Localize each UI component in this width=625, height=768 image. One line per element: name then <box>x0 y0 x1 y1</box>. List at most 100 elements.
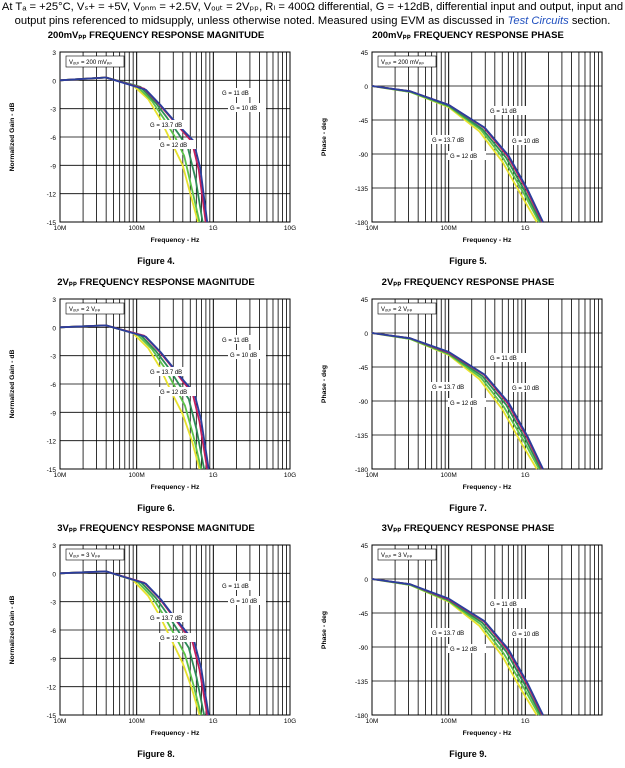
x-tick-label: 1G <box>209 718 218 725</box>
annotation-label: G = 10 dB <box>230 599 257 605</box>
y-tick-label: 45 <box>361 297 369 304</box>
series-line <box>59 76 201 223</box>
annotation-label: G = 12 dB <box>160 143 187 149</box>
annotation-bg <box>148 367 186 376</box>
legend-box <box>377 548 437 561</box>
x-tick-label: 10M <box>54 472 67 479</box>
figure-caption: Figure 8. <box>137 749 175 759</box>
annotation-label: G = 11 dB <box>222 338 249 344</box>
y-tick-label: -15 <box>47 467 57 474</box>
y-tick-label: -90 <box>359 152 369 159</box>
y-tick-label: -9 <box>50 656 56 663</box>
y-tick-label: -180 <box>355 220 368 227</box>
conditions-text: At Tₐ = +25°C, Vₛ+ = +5V, Vₒₙₘ = +2.5V, … <box>1 1 624 27</box>
series-line <box>371 578 544 716</box>
y-tick-label: -12 <box>47 439 57 446</box>
y-tick-label: -3 <box>50 107 56 114</box>
y-tick-label: -9 <box>50 163 56 170</box>
y-tick-label: 45 <box>361 543 369 550</box>
y-tick-label: -15 <box>47 713 57 720</box>
y-axis-label: Normalized Gain - dB <box>9 103 16 172</box>
legend-text: Vₒᵤₜ = 2 Vₚₚ <box>381 307 413 313</box>
y-tick-label: 3 <box>52 543 56 550</box>
annotation-label: G = 10 dB <box>512 139 539 145</box>
annotation-bg <box>228 103 266 112</box>
y-axis-label: Phase - deg <box>321 118 328 156</box>
y-tick-label: -6 <box>50 628 56 635</box>
legend-box <box>65 55 125 68</box>
plot-frame <box>59 544 291 716</box>
legend-text: Vₒᵤₜ = 200 mVₚₚ <box>69 60 112 66</box>
annotation-label: G = 12 dB <box>450 154 477 160</box>
y-tick-label: 0 <box>52 571 56 578</box>
annotation-bg <box>220 335 258 344</box>
annotation-label: G = 12 dB <box>160 636 187 642</box>
series-line <box>59 570 202 716</box>
y-axis-label: Normalized Gain - dB <box>9 596 16 665</box>
legend-box <box>65 548 125 561</box>
figure-caption: Figure 9. <box>449 749 487 759</box>
annotation-label: G = 13.7 dB <box>432 138 464 144</box>
figure-caption: Figure 7. <box>449 503 487 513</box>
y-tick-label: 3 <box>52 50 56 57</box>
annotation-bg <box>148 613 186 622</box>
x-tick-label: 1G <box>521 225 530 232</box>
x-axis-label: Frequency - Hz <box>463 730 512 737</box>
x-tick-label: 10M <box>366 718 379 725</box>
y-tick-label: 3 <box>52 297 56 304</box>
y-tick-label: -3 <box>50 354 56 361</box>
y-tick-label: -15 <box>47 220 57 227</box>
annotation-bg <box>158 140 196 149</box>
annotation-label: G = 11 dB <box>222 91 249 97</box>
y-axis-label: Phase - deg <box>321 365 328 403</box>
y-tick-label: -90 <box>359 399 369 406</box>
annotation-bg <box>488 353 526 362</box>
series-line <box>59 76 209 223</box>
x-tick-label: 10M <box>366 225 379 232</box>
annotation-bg <box>430 135 468 144</box>
y-tick-label: -135 <box>355 433 368 440</box>
x-tick-label: 10G <box>284 225 296 232</box>
annotation-label: G = 10 dB <box>230 106 257 112</box>
annotation-label: G = 13.7 dB <box>432 385 464 391</box>
annotation-bg <box>510 383 548 392</box>
y-tick-label: -12 <box>47 192 57 199</box>
x-tick-label: 10M <box>54 225 67 232</box>
chart-panel-fig6: 2Vₚₚ FREQUENCY RESPONSE MAGNITUDE 3 0 -3 -6… <box>0 277 312 522</box>
x-tick-label: 100M <box>441 718 457 725</box>
x-axis-label: Frequency - Hz <box>151 730 200 737</box>
figure-caption: Figure 6. <box>137 503 175 513</box>
x-tick-label: 1G <box>521 472 530 479</box>
y-tick-label: -90 <box>359 645 369 652</box>
annotation-bg <box>430 382 468 391</box>
plot-frame <box>59 298 291 470</box>
x-tick-label: 1G <box>209 472 218 479</box>
series-line <box>371 332 544 470</box>
series-line <box>59 324 202 470</box>
figure-caption: Figure 4. <box>137 256 175 266</box>
test-circuits-link[interactable]: Test Circuits <box>507 15 569 27</box>
annotation-bg <box>228 350 266 359</box>
annotation-label: G = 11 dB <box>222 584 249 590</box>
legend-box <box>65 302 125 315</box>
annotation-bg <box>430 628 468 637</box>
x-tick-label: 100M <box>129 225 145 232</box>
legend-text: Vₒᵤₜ = 3 Vₚₚ <box>381 553 413 559</box>
chart-title: 2Vₚₚ FREQUENCY RESPONSE MAGNITUDE <box>57 277 255 288</box>
annotation-label: G = 10 dB <box>512 386 539 392</box>
annotation-label: G = 13.7 dB <box>150 123 182 129</box>
y-tick-label: -45 <box>359 365 369 372</box>
annotation-label: G = 13.7 dB <box>150 616 182 622</box>
annotation-bg <box>220 581 258 590</box>
annotation-label: G = 11 dB <box>490 109 517 115</box>
x-axis-label: Frequency - Hz <box>463 484 512 491</box>
y-tick-label: -45 <box>359 118 369 125</box>
y-tick-label: -12 <box>47 685 57 692</box>
chart-title: 3Vₚₚ FREQUENCY RESPONSE MAGNITUDE <box>57 523 255 534</box>
series-line <box>59 324 210 470</box>
x-tick-label: 1G <box>209 225 218 232</box>
chart-panel-fig5: 200mVₚₚ FREQUENCY RESPONSE PHASE 45 0 -45 -… <box>312 30 624 275</box>
annotation-bg <box>510 629 548 638</box>
